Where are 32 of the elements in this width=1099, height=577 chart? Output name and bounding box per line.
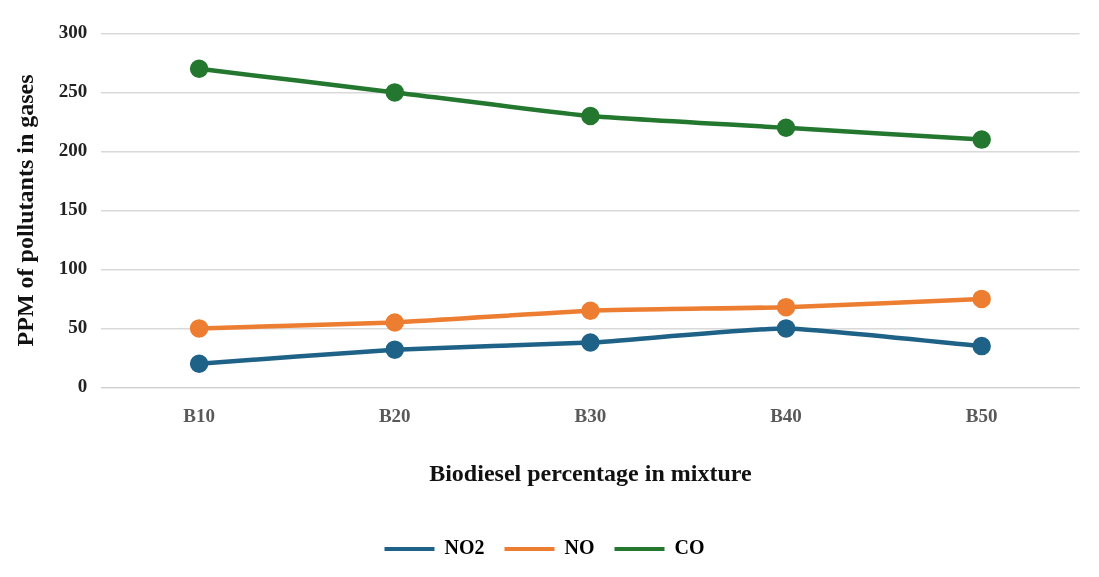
- point: [385, 83, 405, 102]
- point: [385, 313, 405, 332]
- point: [581, 333, 600, 352]
- x-tick-label: B30: [574, 404, 607, 426]
- y-tick-label: 200: [58, 139, 88, 161]
- x-tick-label: B20: [378, 404, 411, 426]
- point: [385, 340, 405, 359]
- x-tick-label: B40: [770, 404, 802, 426]
- x-tick-label: B50: [965, 404, 998, 426]
- point: [189, 59, 209, 79]
- y-tick-label: 50: [68, 316, 88, 338]
- y-tick-label: 250: [58, 80, 88, 102]
- x-tick-label: B10: [183, 404, 215, 426]
- point: [972, 289, 991, 309]
- legend-label: NO: [564, 536, 595, 559]
- point: [776, 319, 796, 338]
- point: [581, 301, 600, 320]
- point: [189, 319, 209, 338]
- point: [972, 336, 991, 356]
- point: [776, 297, 796, 317]
- x-axis-title: Biodiesel percentage in mixture: [429, 459, 752, 486]
- y-axis-title: PPM of pollutants in gases: [11, 74, 38, 347]
- legend-label: CO: [674, 536, 705, 559]
- y-tick-label: 300: [58, 21, 88, 43]
- point: [776, 118, 796, 138]
- point: [972, 130, 991, 149]
- y-tick-label: 150: [58, 198, 88, 220]
- point: [189, 354, 209, 374]
- y-tick-label: 100: [58, 257, 88, 279]
- y-tick-label: 0: [77, 375, 88, 397]
- point: [581, 106, 600, 126]
- legend-label: NO2: [444, 536, 485, 559]
